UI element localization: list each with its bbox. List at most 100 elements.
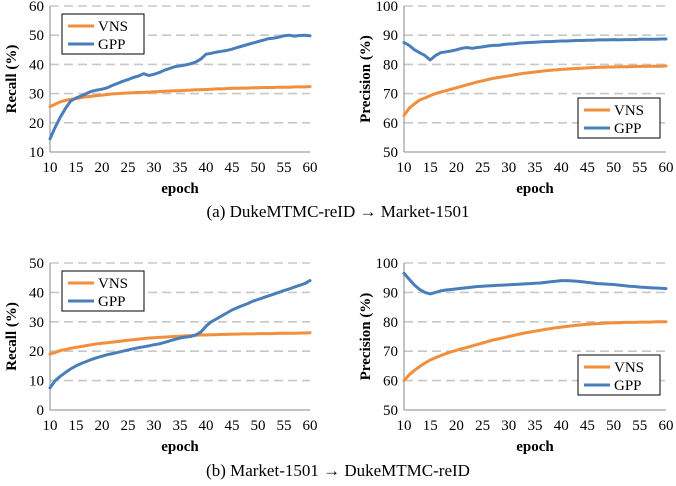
y-tick-label: 60 xyxy=(29,0,44,15)
y-axis-label: Recall (%) xyxy=(4,45,20,114)
x-tick-label: 25 xyxy=(121,160,136,176)
y-tick-label: 90 xyxy=(383,28,398,44)
y-tick-label: 0 xyxy=(37,403,45,419)
x-tick-label: 60 xyxy=(303,418,318,434)
x-tick-label: 60 xyxy=(659,160,674,176)
x-tick-label: 40 xyxy=(554,160,569,176)
legend-label-gpp: GPP xyxy=(614,121,642,137)
x-tick-label: 35 xyxy=(173,160,188,176)
x-tick-label: 50 xyxy=(606,418,621,434)
x-tick-label: 10 xyxy=(43,418,58,434)
x-tick-label: 60 xyxy=(659,418,674,434)
x-tick-label: 50 xyxy=(606,160,621,176)
y-tick-label: 70 xyxy=(383,344,398,360)
chart-1: 10 20 30 40 50 60 10 15 20 25 30 35 40 45 50 55 60 epoch R… xyxy=(4,0,318,197)
caption-a: (a) DukeMTMC-reID → Market-1501 xyxy=(206,202,470,221)
y-tick-label: 10 xyxy=(29,145,44,161)
x-tick-label: 45 xyxy=(580,160,595,176)
x-tick-label: 45 xyxy=(225,160,240,176)
y-tick-label: 50 xyxy=(383,145,398,161)
x-tick-label: 20 xyxy=(449,160,464,176)
x-tick-label: 45 xyxy=(225,418,240,434)
x-tick-label: 45 xyxy=(580,418,595,434)
chart-2: 50 60 70 80 90 100 10 15 20 25 30 35 40 45 50 55 60 epoch… xyxy=(358,0,674,197)
x-tick-label: 25 xyxy=(121,418,136,434)
series-line-gpp xyxy=(402,37,668,62)
y-tick-label: 30 xyxy=(29,315,44,331)
x-tick-label: 10 xyxy=(43,160,58,176)
series-line-vns xyxy=(402,64,668,117)
x-axis-label: epoch xyxy=(516,181,554,197)
y-tick-label: 50 xyxy=(29,256,44,272)
y-axis-label: Precision (%) xyxy=(358,293,374,381)
legend-label-vns: VNS xyxy=(98,19,128,35)
y-tick-label: 60 xyxy=(383,374,398,390)
x-tick-label: 40 xyxy=(554,418,569,434)
series-line-gpp xyxy=(48,279,312,390)
x-tick-label: 35 xyxy=(528,418,543,434)
legend-label-vns: VNS xyxy=(98,276,128,292)
x-tick-label: 40 xyxy=(199,160,214,176)
x-tick-label: 30 xyxy=(147,160,162,176)
caption-b: (b) Market-1501 → DukeMTMC-reID xyxy=(206,461,470,480)
y-tick-label: 40 xyxy=(29,285,44,301)
x-tick-label: 55 xyxy=(277,418,292,434)
legend-label-vns: VNS xyxy=(614,360,644,376)
y-tick-label: 20 xyxy=(29,344,44,360)
series-line-vns xyxy=(48,331,312,356)
series-line-gpp xyxy=(402,271,668,296)
x-tick-label: 15 xyxy=(69,418,84,434)
x-tick-label: 60 xyxy=(303,160,318,176)
x-tick-label: 10 xyxy=(397,418,412,434)
x-tick-label: 40 xyxy=(199,418,214,434)
y-tick-label: 80 xyxy=(383,57,398,73)
x-tick-label: 50 xyxy=(251,160,266,176)
legend-label-gpp: GPP xyxy=(98,37,126,53)
x-tick-label: 15 xyxy=(69,160,84,176)
x-axis-label: epoch xyxy=(161,439,199,455)
y-tick-label: 60 xyxy=(383,116,398,132)
y-tick-label: 10 xyxy=(29,374,44,390)
series-line-gpp xyxy=(48,33,312,141)
legend-label-gpp: GPP xyxy=(614,378,642,394)
y-tick-label: 20 xyxy=(29,116,44,132)
y-tick-label: 100 xyxy=(376,0,399,15)
series-line-vns xyxy=(48,85,312,109)
legend-box xyxy=(61,13,145,55)
x-tick-label: 20 xyxy=(449,418,464,434)
x-tick-label: 25 xyxy=(475,160,490,176)
y-tick-label: 50 xyxy=(29,28,44,44)
x-tick-label: 15 xyxy=(423,160,438,176)
series-line-vns xyxy=(402,320,668,383)
x-tick-label: 50 xyxy=(251,418,266,434)
legend-box xyxy=(577,354,661,396)
chart-4: 50 60 70 80 90 100 10 15 20 25 30 35 40 45 50 55 60 epoch… xyxy=(358,256,674,455)
y-tick-label: 40 xyxy=(29,57,44,73)
y-tick-label: 80 xyxy=(383,315,398,331)
x-tick-label: 55 xyxy=(632,160,647,176)
legend-box xyxy=(61,270,145,312)
x-tick-label: 35 xyxy=(173,418,188,434)
x-tick-label: 15 xyxy=(423,418,438,434)
legend-label-vns: VNS xyxy=(614,103,644,119)
x-tick-label: 30 xyxy=(147,418,162,434)
x-tick-label: 25 xyxy=(475,418,490,434)
x-axis-label: epoch xyxy=(516,439,554,455)
y-tick-label: 100 xyxy=(376,256,399,272)
y-tick-label: 90 xyxy=(383,285,398,301)
x-tick-label: 55 xyxy=(632,418,647,434)
legend-label-gpp: GPP xyxy=(98,294,126,310)
y-tick-label: 30 xyxy=(29,87,44,103)
x-tick-label: 10 xyxy=(397,160,412,176)
y-axis-label: Precision (%) xyxy=(358,35,374,123)
x-tick-label: 30 xyxy=(501,418,516,434)
x-tick-label: 30 xyxy=(501,160,516,176)
y-axis-label: Recall (%) xyxy=(4,302,20,371)
x-tick-label: 35 xyxy=(528,160,543,176)
x-tick-label: 20 xyxy=(95,160,110,176)
x-tick-label: 55 xyxy=(277,160,292,176)
y-tick-label: 70 xyxy=(383,87,398,103)
y-tick-label: 50 xyxy=(383,403,398,419)
